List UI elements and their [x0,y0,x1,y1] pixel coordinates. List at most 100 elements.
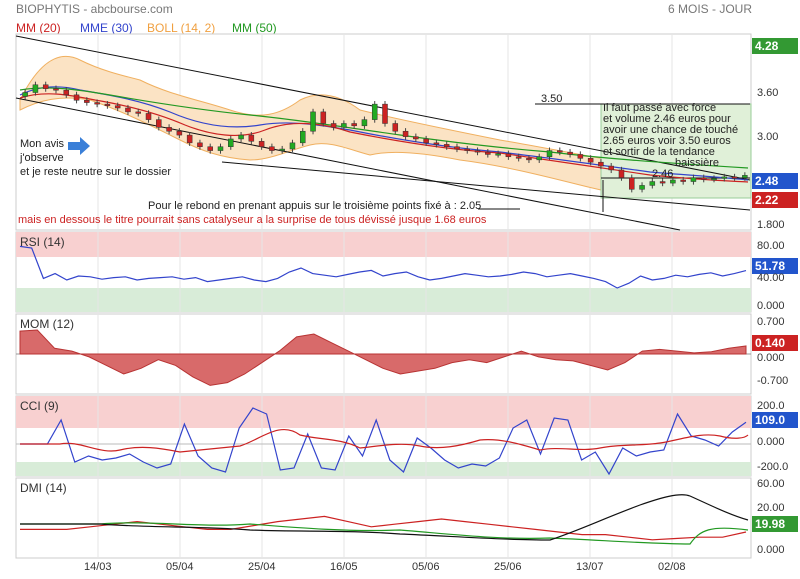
period-label: 6 MOIS - JOUR [668,2,753,16]
mom-label: MOM (12) [20,317,74,331]
cci-signal-line [20,429,749,453]
dmi-label: DMI (14) [20,481,67,495]
candle [330,123,337,128]
candle [361,119,368,127]
candle [145,113,152,120]
candle [197,142,203,147]
box-note-line-1: Il faut passé avec force [603,102,717,114]
candle [629,177,635,190]
candle [217,146,224,151]
rsi-oversold-zone [16,288,751,312]
candle [485,151,491,155]
candle [207,146,213,151]
left-note-line-1: Mon avis [20,138,65,150]
dmi-tick-top: 60.00 [757,478,785,490]
candle [423,138,429,144]
candle [238,134,244,140]
candle [279,148,285,151]
price-top-badge: 4.28 [752,38,798,54]
candle [454,146,460,150]
cci-label: CCI (9) [20,399,59,413]
x-label-7: 02/08 [658,561,686,573]
candle [53,88,59,91]
candle [176,130,183,136]
price-tick-3-60: 3.60 [757,87,779,99]
box-note-line-5: et sortir de la tendance [603,146,715,158]
left-note: Mon avis j'observe et je reste neutre su… [20,137,171,179]
legend-mm20[interactable]: MM (20) [16,21,61,35]
candle [505,153,512,158]
candle [351,123,357,127]
candle [289,142,296,150]
box-note-line-3: avoir une chance de touché [603,124,739,136]
candle [186,134,193,144]
candle [114,105,121,109]
candle [700,177,707,180]
candle [659,181,666,184]
legend-mme30[interactable]: MME (30) [80,21,133,35]
candle [94,102,100,105]
mom-tick-top: 0.700 [757,316,785,328]
candle [269,146,275,151]
candle [22,92,28,97]
candle [618,169,625,178]
rsi-tick-40: 40.00 [757,272,785,284]
candle [228,138,234,147]
candle [413,136,419,140]
x-label-0: 14/03 [84,561,112,573]
rsi-overbought-zone [16,232,751,257]
price-low-badge: 2.22 [752,192,798,208]
x-label-3: 16/05 [330,561,358,573]
arrow-right-icon [68,137,90,155]
cci-tick-zero: 0.000 [757,436,785,448]
candle [382,103,388,124]
candle [680,179,686,182]
x-label-2: 25/04 [248,561,276,573]
candle [639,185,645,190]
box-note-line-6: baissière [675,157,720,169]
candle [125,107,131,113]
candle [258,141,265,147]
rebound-note: Pour le rebond en prenant appuis sur le … [148,200,482,212]
candle [84,100,90,103]
left-note-line-2: j'observe [20,152,64,164]
box-note-line-4: 2.65 euros voir 3.50 euros [603,135,731,147]
adx-line [20,494,749,541]
x-label-5: 25/06 [494,561,522,573]
rsi-tick-0: 0.000 [757,300,785,312]
candle [742,175,748,178]
cci-badge: 109.0 [752,412,798,428]
legend-mm50[interactable]: MM (50) [232,21,277,35]
candle [526,158,532,161]
candle [721,176,728,179]
cci-overbought-zone [16,396,751,428]
rsi-badge: 51.78 [752,258,798,274]
candle [598,161,604,167]
dmi-panel [15,477,752,559]
mom-tick-bottom: -0.700 [757,375,789,387]
legend-boll[interactable]: BOLL (14, 2) [147,21,216,35]
candle [587,158,594,163]
dmi-badge: 19.98 [752,516,798,532]
price-tick-1-800: 1.800 [757,219,785,231]
candle [443,144,450,147]
dmi-tick-mid: 20.00 [757,502,785,514]
left-note-line-3: et je reste neutre sur le dossier [20,166,172,178]
dmi-minus-line [20,522,749,545]
candle [371,103,378,120]
candle [608,165,614,171]
cci-oversold-zone [16,462,751,476]
resistance-level-label: 2.46 [652,168,674,180]
candle [341,123,347,128]
candle [392,123,399,132]
mom-badge: 0.140 [752,335,798,351]
candle [63,89,70,96]
candle [32,84,39,93]
candle [166,127,172,132]
mm50-line [19,87,749,169]
x-label-6: 13/07 [576,561,604,573]
mm20-line [19,93,749,183]
candle [248,134,255,142]
cci-tick-top: 200.0 [757,400,785,412]
